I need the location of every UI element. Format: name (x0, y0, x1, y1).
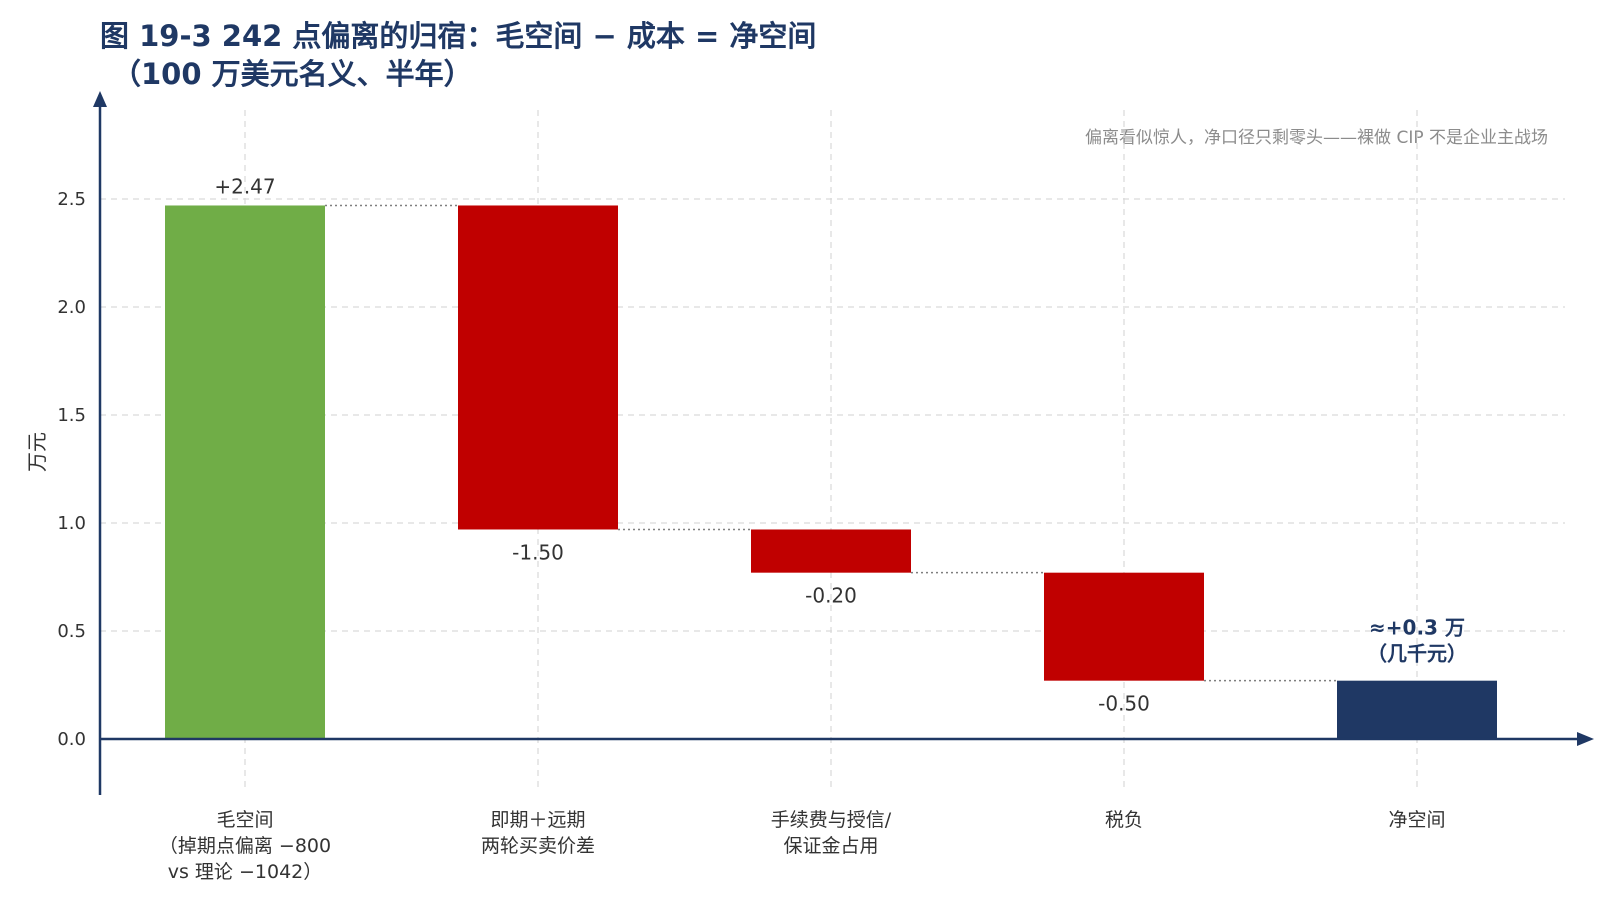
chart-annotation: 偏离看似惊人，净口径只剩零头——裸做 CIP 不是企业主战场 (1085, 128, 1548, 148)
label-layer: 0.0 0.5 1.0 1.5 2.0 2.5 +2.47 -1.50 -0.20 -0.50 ≈+… (57, 174, 1467, 883)
bar-decrease (1044, 572, 1204, 681)
data-label-final: ≈+0.3 万 (1369, 616, 1465, 640)
x-category-label: 税负 (1105, 809, 1143, 831)
data-label: -0.50 (1098, 692, 1150, 716)
x-category-label: 保证金占用 (783, 835, 878, 857)
x-category-label: 手续费与授信/ (771, 809, 892, 831)
bar-decrease (751, 529, 911, 573)
chart-title-line2: （100 万美元名义、半年） (112, 57, 473, 91)
x-category-label: 即期＋远期 (490, 809, 585, 831)
x-axis-arrow (1577, 732, 1594, 746)
data-label-final: （几千元） (1367, 642, 1467, 666)
x-category-label: vs 理论 −1042） (168, 861, 323, 883)
data-label: +2.47 (214, 174, 275, 198)
y-tick-label: 0.5 (57, 621, 86, 642)
data-label: -0.20 (805, 584, 857, 608)
x-category-label: （掉期点偏离 −800 (159, 835, 331, 857)
y-tick-label: 1.5 (57, 405, 86, 426)
y-axis-arrow (93, 91, 107, 107)
chart-title-line1: 图 19-3 242 点偏离的归宿：毛空间 − 成本 = 净空间 (100, 19, 816, 53)
x-category-label: 毛空间 (216, 809, 273, 831)
axis-layer (93, 91, 1594, 795)
y-tick-label: 1.0 (57, 513, 86, 534)
bar-total (165, 205, 325, 740)
bar-layer (165, 204, 1497, 740)
y-axis-label: 万元 (25, 432, 49, 472)
data-label: -1.50 (512, 540, 564, 564)
x-category-label: 净空间 (1388, 809, 1445, 831)
bar-final (1337, 680, 1497, 739)
x-category-label: 两轮买卖价差 (481, 835, 595, 857)
y-tick-label: 2.5 (57, 189, 86, 210)
bar-decrease (458, 205, 618, 530)
y-tick-label: 2.0 (57, 297, 86, 318)
y-tick-label: 0.0 (57, 729, 86, 750)
